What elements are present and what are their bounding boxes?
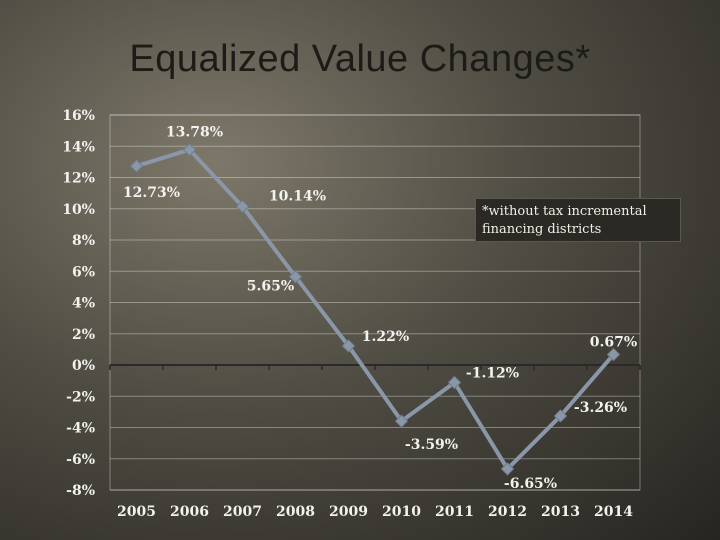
series-line xyxy=(135,147,616,471)
x-tick-label: 2005 xyxy=(117,504,156,520)
data-point xyxy=(500,462,515,476)
y-tick-label: 6% xyxy=(72,264,95,280)
data-point xyxy=(288,270,303,284)
data-label: 10.14% xyxy=(269,189,326,205)
y-tick-label: 10% xyxy=(62,202,95,218)
x-tick-label: 2014 xyxy=(594,504,633,520)
data-point xyxy=(341,339,356,353)
data-label: -1.12% xyxy=(466,366,519,382)
y-tick-label: -2% xyxy=(66,389,95,405)
x-tick-label: 2012 xyxy=(488,504,527,520)
x-tick-label: 2009 xyxy=(329,504,368,520)
data-label: -6.65% xyxy=(504,476,557,492)
data-point xyxy=(553,409,568,423)
data-label: 13.78% xyxy=(166,125,223,141)
x-tick-label: 2006 xyxy=(170,504,209,520)
x-tick-label: 2010 xyxy=(382,504,421,520)
x-tick-label: 2011 xyxy=(435,504,474,520)
y-tick-label: 14% xyxy=(62,139,95,155)
data-label: -3.26% xyxy=(574,400,627,416)
y-tick-label: 2% xyxy=(72,327,95,343)
data-label: 1.22% xyxy=(362,329,409,345)
y-tick-label: -6% xyxy=(66,452,95,468)
data-point xyxy=(606,347,621,362)
data-label: 0.67% xyxy=(590,335,637,351)
data-label: -3.59% xyxy=(405,437,458,453)
y-tick-label: -4% xyxy=(66,421,95,437)
footnote-box: *without tax incremental financing distr… xyxy=(475,198,681,242)
y-tick-label: 0% xyxy=(72,358,95,374)
x-tick-label: 2013 xyxy=(541,504,580,520)
data-point xyxy=(129,159,144,173)
data-point xyxy=(182,142,197,157)
x-tick-label: 2007 xyxy=(223,504,262,520)
x-tick-label: 2008 xyxy=(276,504,315,520)
chart-title: Equalized Value Changes* xyxy=(129,38,591,80)
y-tick-label: 8% xyxy=(72,233,95,249)
data-label: 12.73% xyxy=(123,185,180,201)
y-tick-label: -8% xyxy=(66,483,95,499)
y-tick-label: 4% xyxy=(72,296,95,312)
data-point xyxy=(235,199,250,214)
plot-area xyxy=(109,114,641,491)
y-tick-label: 16% xyxy=(62,108,95,124)
data-point xyxy=(394,414,409,428)
data-point xyxy=(447,375,462,390)
data-label: 5.65% xyxy=(247,279,294,295)
y-tick-label: 12% xyxy=(62,171,95,187)
